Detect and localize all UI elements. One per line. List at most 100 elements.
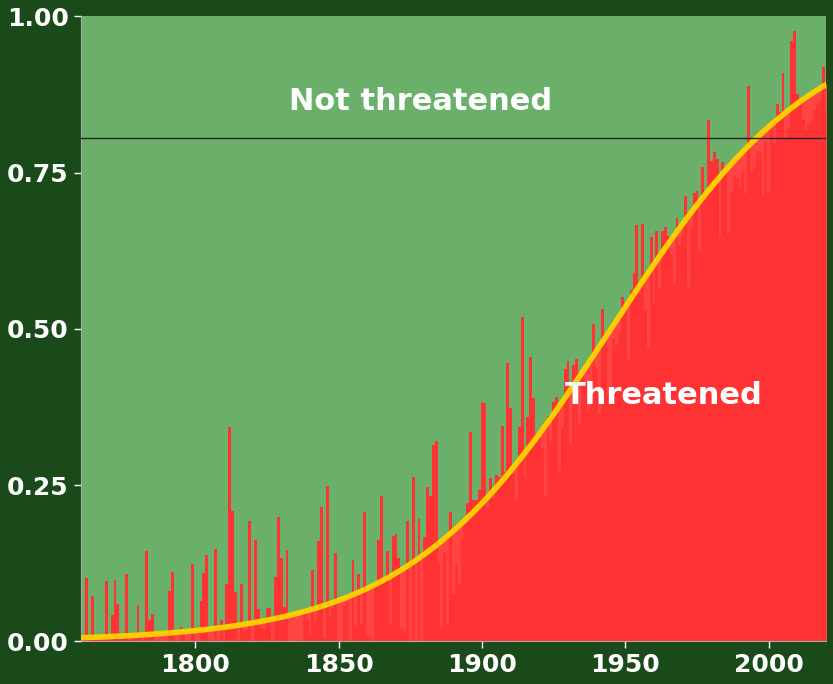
Bar bbox=[240, 583, 242, 642]
Bar bbox=[796, 94, 799, 642]
Bar bbox=[220, 620, 222, 642]
Bar bbox=[266, 608, 268, 642]
Bar bbox=[320, 507, 323, 642]
Bar bbox=[87, 640, 91, 642]
Bar bbox=[262, 630, 266, 642]
Bar bbox=[501, 426, 503, 642]
Bar bbox=[449, 512, 452, 642]
Bar bbox=[771, 130, 773, 642]
Bar bbox=[506, 363, 509, 642]
Bar bbox=[486, 508, 489, 642]
Bar bbox=[811, 121, 813, 642]
Bar bbox=[690, 229, 693, 642]
Bar bbox=[630, 291, 632, 642]
Bar bbox=[584, 384, 586, 642]
Bar bbox=[113, 580, 117, 642]
Bar bbox=[380, 497, 383, 642]
Bar bbox=[707, 120, 710, 642]
Bar bbox=[681, 234, 684, 642]
Bar bbox=[463, 522, 466, 642]
Bar bbox=[656, 231, 658, 642]
Bar bbox=[357, 575, 360, 642]
Bar bbox=[274, 577, 277, 642]
Bar bbox=[366, 635, 369, 642]
Bar bbox=[397, 557, 401, 642]
Bar bbox=[466, 503, 469, 642]
Bar bbox=[105, 581, 107, 642]
Bar bbox=[139, 638, 142, 642]
Bar bbox=[477, 490, 481, 642]
Bar bbox=[248, 521, 252, 642]
Bar bbox=[745, 193, 747, 642]
Bar bbox=[687, 287, 690, 642]
Bar bbox=[564, 369, 566, 642]
Bar bbox=[807, 124, 811, 642]
Bar bbox=[618, 332, 621, 642]
Bar bbox=[231, 512, 234, 642]
Bar bbox=[303, 609, 306, 642]
Bar bbox=[710, 161, 713, 642]
Bar bbox=[257, 609, 260, 642]
Bar bbox=[446, 624, 449, 642]
Bar bbox=[441, 627, 443, 642]
Bar bbox=[246, 631, 248, 642]
Bar bbox=[558, 471, 561, 642]
Bar bbox=[392, 536, 395, 642]
Bar bbox=[119, 640, 122, 642]
Bar bbox=[423, 537, 426, 642]
Bar bbox=[572, 365, 576, 642]
Bar bbox=[793, 31, 796, 642]
Bar bbox=[443, 553, 446, 642]
Bar bbox=[389, 624, 392, 642]
Bar bbox=[825, 111, 827, 642]
Bar bbox=[724, 168, 727, 642]
Bar bbox=[606, 395, 610, 642]
Bar bbox=[521, 317, 524, 642]
Bar bbox=[277, 516, 280, 642]
Bar bbox=[512, 473, 515, 642]
Bar bbox=[716, 159, 719, 642]
Bar bbox=[85, 579, 87, 642]
Bar bbox=[107, 640, 111, 642]
Bar bbox=[822, 66, 825, 642]
Bar bbox=[555, 397, 558, 642]
Bar bbox=[526, 417, 529, 642]
Bar bbox=[719, 238, 721, 642]
Bar bbox=[352, 560, 354, 642]
Bar bbox=[503, 471, 506, 642]
Bar bbox=[535, 434, 538, 642]
Bar bbox=[699, 252, 701, 642]
Bar bbox=[168, 591, 171, 642]
Bar bbox=[312, 570, 314, 642]
Bar bbox=[329, 617, 332, 642]
Bar bbox=[435, 441, 437, 642]
Bar bbox=[781, 73, 785, 642]
Bar bbox=[386, 551, 389, 642]
Bar bbox=[581, 369, 584, 642]
Bar bbox=[260, 628, 262, 642]
Bar bbox=[816, 105, 819, 642]
Bar bbox=[242, 631, 246, 642]
Bar bbox=[561, 427, 564, 642]
Bar bbox=[767, 192, 771, 642]
Bar bbox=[117, 604, 119, 642]
Bar bbox=[624, 304, 626, 642]
Bar bbox=[306, 619, 308, 642]
Bar bbox=[704, 200, 707, 642]
Bar bbox=[641, 224, 644, 642]
Bar bbox=[566, 361, 570, 642]
Bar bbox=[586, 410, 590, 642]
Bar bbox=[819, 100, 822, 642]
Bar bbox=[375, 585, 377, 642]
Bar bbox=[406, 521, 409, 642]
Bar bbox=[495, 475, 498, 642]
Bar bbox=[799, 103, 801, 642]
Bar bbox=[128, 640, 131, 642]
Bar bbox=[369, 637, 372, 642]
Bar bbox=[363, 512, 366, 642]
Bar bbox=[756, 150, 759, 642]
Bar bbox=[779, 111, 781, 642]
Bar bbox=[475, 501, 477, 642]
Bar bbox=[787, 128, 791, 642]
Bar bbox=[417, 518, 421, 642]
